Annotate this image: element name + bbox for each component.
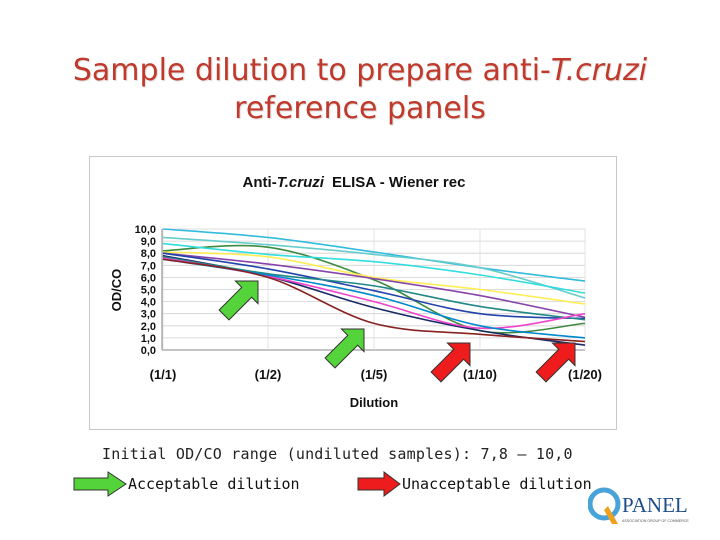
series-line-2 bbox=[162, 236, 586, 299]
unacceptable-dilution-arrow-shape bbox=[535, 342, 576, 383]
y-axis-label: OD/CO bbox=[109, 269, 124, 312]
x-tick-label: (1/5) bbox=[361, 367, 388, 382]
chart-title-prefix: Anti- bbox=[243, 174, 277, 191]
chart-frame: Anti-T.cruzi ELISA - Wiener rec OD/CO Dil… bbox=[89, 156, 617, 430]
y-tick-label: 7,0 bbox=[141, 260, 156, 272]
title-line-1-prefix: Sample dilution to prepare anti- bbox=[72, 53, 551, 88]
unacceptable-dilution-arrow-4 bbox=[535, 342, 576, 383]
y-tick-label: 4,0 bbox=[141, 297, 156, 309]
x-tick-labels: (1/1) (1/2) (1/5) (1/10) (1/20) bbox=[150, 367, 602, 382]
y-tick-label: 8,0 bbox=[141, 248, 156, 260]
unacceptable-dilution-arrow-shape bbox=[430, 342, 471, 383]
x-axis-label: Dilution bbox=[350, 395, 398, 410]
slide-title: Sample dilution to prepare anti-T.cruzi … bbox=[40, 52, 680, 128]
legend-acceptable-label: Acceptable dilution bbox=[128, 475, 300, 493]
y-tick-label: 9,0 bbox=[141, 236, 156, 248]
legend-acceptable-arrow-icon bbox=[73, 471, 127, 497]
grid-layer bbox=[161, 228, 586, 351]
chart-title: Anti-T.cruzi ELISA - Wiener rec bbox=[243, 174, 466, 191]
x-tick-label: (1/2) bbox=[255, 367, 282, 382]
unacceptable-dilution-arrow-3 bbox=[430, 342, 471, 383]
logo-text: PANEL bbox=[622, 493, 688, 517]
legend-unacceptable-label: Unacceptable dilution bbox=[402, 475, 592, 493]
series-line-12 bbox=[162, 258, 586, 343]
series-line-5 bbox=[162, 251, 586, 305]
x-tick-label: (1/20) bbox=[568, 367, 602, 382]
x-tick-label: (1/10) bbox=[463, 367, 497, 382]
legend-unacceptable-arrow-shape bbox=[357, 471, 401, 497]
acceptable-dilution-arrow-shape bbox=[218, 280, 259, 321]
initial-range-note: Initial OD/CO range (undiluted samples):… bbox=[102, 445, 573, 463]
legend-unacceptable-arrow-icon bbox=[357, 471, 401, 497]
series-line-6 bbox=[162, 252, 586, 319]
title-line-1-italic: T.cruzi bbox=[550, 53, 648, 88]
title-line-2: reference panels bbox=[234, 91, 486, 126]
series-line-4 bbox=[162, 242, 586, 294]
series-line-9 bbox=[162, 256, 586, 321]
y-tick-label: 0,0 bbox=[141, 345, 156, 357]
chart-title-suffix: ELISA - Wiener rec bbox=[332, 174, 466, 191]
series-line-1 bbox=[162, 228, 586, 282]
y-tick-label: 5,0 bbox=[141, 285, 156, 297]
x-tick-label: (1/1) bbox=[150, 367, 177, 382]
logo-circle-outer bbox=[588, 487, 621, 521]
dilution-markers bbox=[218, 280, 576, 383]
acceptable-dilution-arrow-1 bbox=[218, 280, 259, 321]
panel-logo: PANEL ASSOCIATION GROUP OF COMMERCE bbox=[588, 487, 689, 524]
acceptable-dilution-arrow-2 bbox=[324, 328, 365, 369]
series-line-3 bbox=[162, 244, 586, 334]
legend-acceptable-arrow-shape bbox=[73, 471, 127, 497]
logo-subtext: ASSOCIATION GROUP OF COMMERCE bbox=[622, 519, 689, 523]
y-tick-label: 10,0 bbox=[135, 224, 156, 236]
y-tick-label: 6,0 bbox=[141, 272, 156, 284]
title-line-1: Sample dilution to prepare anti-T.cruzi bbox=[40, 52, 680, 90]
acceptable-dilution-arrow-shape bbox=[324, 328, 365, 369]
logo-q-tail bbox=[604, 506, 618, 524]
series-layer bbox=[162, 228, 586, 346]
chart-svg: Anti-T.cruzi ELISA - Wiener rec OD/CO Dil… bbox=[109, 174, 602, 410]
series-line-7 bbox=[162, 252, 586, 320]
y-tick-labels: 0,01,02,03,04,05,06,07,08,09,010,0 bbox=[135, 224, 156, 357]
y-tick-label: 3,0 bbox=[141, 309, 156, 321]
y-tick-label: 2,0 bbox=[141, 321, 156, 333]
chart-title-italic: T.cruzi bbox=[277, 174, 325, 191]
y-tick-label: 1,0 bbox=[141, 333, 156, 345]
